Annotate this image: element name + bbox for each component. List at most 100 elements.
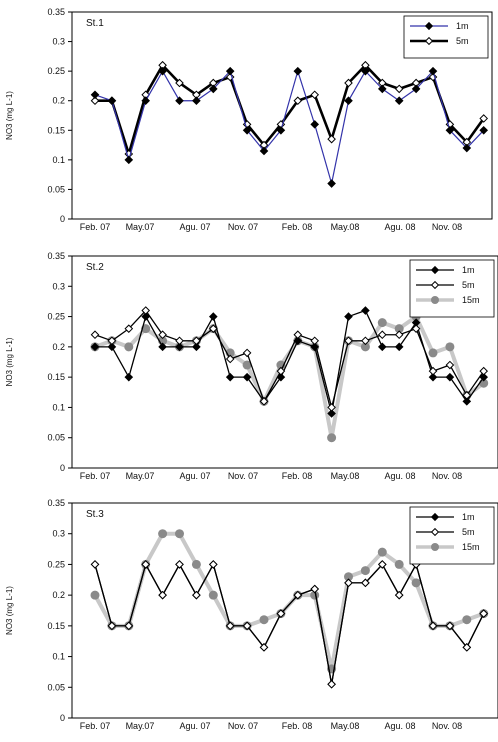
data-point <box>377 330 387 340</box>
data-point <box>141 306 151 315</box>
legend-label: 5m <box>462 280 475 290</box>
y-tick-label: 0.15 <box>47 372 65 382</box>
y-tick-label: 0.1 <box>52 652 65 662</box>
data-point <box>445 372 455 382</box>
y-tick-label: 0.05 <box>47 682 65 692</box>
data-point <box>208 324 218 333</box>
legend-marker <box>431 543 439 551</box>
x-tick-label: Nov. 07 <box>228 721 258 731</box>
data-point <box>327 409 336 418</box>
data-point <box>377 342 387 352</box>
data-point <box>107 621 117 631</box>
legend-label: 1m <box>462 512 475 522</box>
x-tick-label: May.07 <box>126 222 155 232</box>
data-point <box>428 66 438 76</box>
data-point <box>344 336 353 346</box>
y-tick-label: 0.35 <box>47 7 65 17</box>
data-point <box>293 330 303 340</box>
data-point <box>175 342 184 352</box>
station-title: St.1 <box>86 18 104 29</box>
data-point <box>445 342 455 352</box>
y-tick-label: 0.3 <box>52 37 65 47</box>
data-point <box>90 590 100 600</box>
data-point <box>462 615 472 625</box>
data-point <box>445 125 455 135</box>
data-point <box>141 312 151 321</box>
data-point <box>310 342 320 352</box>
data-point <box>175 336 184 346</box>
panel-st3: 0 0.05 0.1 0.15 0.2 0.25 0.3 0.35 Feb. 07 May.07 A… <box>5 498 498 731</box>
data-point <box>394 84 404 94</box>
data-point <box>192 96 201 106</box>
data-point <box>360 342 370 352</box>
data-point <box>293 66 303 76</box>
legend-marker <box>430 512 440 522</box>
x-tick-label: May.07 <box>126 721 155 731</box>
x-tick-label: Agu. 07 <box>179 721 210 731</box>
data-point <box>225 354 235 364</box>
data-point <box>225 621 235 631</box>
data-point <box>428 366 438 376</box>
data-point <box>445 621 455 631</box>
data-point <box>141 96 151 106</box>
data-point <box>361 306 370 315</box>
legend-label: 15m <box>462 295 480 305</box>
data-point <box>276 609 286 618</box>
data-point <box>242 372 252 382</box>
x-tick-label: Agu. 07 <box>179 471 210 481</box>
legend-label: 1m <box>462 265 475 275</box>
y-axis-label: NO3 (mg L-1) <box>5 337 14 386</box>
data-point <box>411 578 421 588</box>
x-tick-label: Feb. 08 <box>282 222 313 232</box>
x-tick-label: Feb. 07 <box>80 721 111 731</box>
x-tick-label: Feb. 07 <box>80 222 111 232</box>
x-tick-label: Nov. 08 <box>432 721 462 731</box>
data-point <box>344 96 353 106</box>
y-tick-label: 0 <box>60 713 65 723</box>
data-point <box>462 643 472 652</box>
station-title: St.3 <box>86 509 104 520</box>
data-point <box>276 125 286 135</box>
series-line-5m <box>94 563 485 685</box>
data-point <box>293 590 303 600</box>
y-tick-label: 0.25 <box>47 312 65 322</box>
data-point <box>141 560 151 569</box>
data-point <box>192 342 201 352</box>
data-point <box>124 155 134 165</box>
data-point <box>394 559 404 569</box>
data-point <box>107 336 117 346</box>
data-point <box>344 312 353 321</box>
data-point <box>208 312 218 321</box>
data-point <box>479 372 489 382</box>
data-point <box>242 125 252 135</box>
data-point <box>310 90 320 100</box>
data-point <box>259 146 269 156</box>
x-tick-label: Nov. 07 <box>228 222 258 232</box>
y-tick-label: 0.25 <box>47 66 65 76</box>
data-point <box>344 78 353 88</box>
x-tick-label: Agu. 08 <box>384 222 415 232</box>
x-tick-label: Nov. 07 <box>228 471 258 481</box>
y-tick-label: 0.15 <box>47 125 65 135</box>
data-point <box>208 84 218 94</box>
data-point <box>361 336 370 346</box>
data-point <box>377 547 387 557</box>
station-title: St.2 <box>86 262 104 273</box>
y-tick-label: 0.25 <box>47 559 65 569</box>
data-point <box>175 560 184 569</box>
series-line-1m <box>95 309 485 415</box>
data-point <box>175 529 184 539</box>
y-tick-label: 0 <box>60 214 65 224</box>
data-point <box>158 529 168 539</box>
data-point <box>259 397 269 406</box>
data-point <box>208 590 218 600</box>
data-point <box>360 566 370 576</box>
data-point <box>90 560 100 569</box>
data-point <box>394 342 404 352</box>
data-point <box>428 348 438 358</box>
y-tick-label: 0 <box>60 463 65 473</box>
plot-frame <box>71 11 493 220</box>
data-point <box>90 90 100 100</box>
x-tick-label: May.08 <box>331 222 360 232</box>
